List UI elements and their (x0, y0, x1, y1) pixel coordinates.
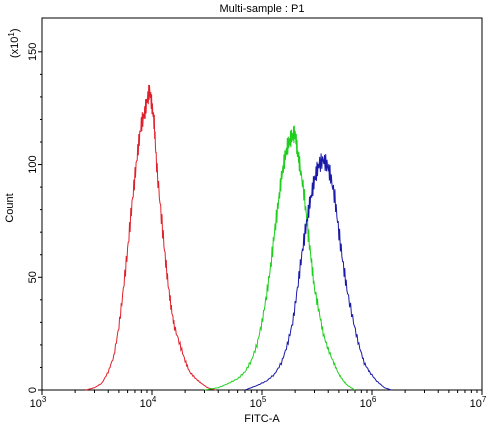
x-tick-exponent: 6 (372, 395, 377, 404)
series-layer (85, 84, 392, 391)
x-tick-label: 105 (250, 395, 267, 410)
series-line-3 (244, 153, 392, 391)
y-multiplier-exponent: 1 (7, 32, 16, 37)
y-multiplier-close: ) (9, 28, 21, 32)
x-axis-ticks: 103 104 105 106 107 (30, 390, 487, 410)
x-tick-base: 10 (140, 398, 152, 410)
x-tick-label: 103 (30, 395, 47, 410)
y-multiplier-base: (x10 (9, 37, 21, 58)
x-tick-exponent: 4 (152, 395, 157, 404)
x-tick-label: 104 (140, 395, 157, 410)
x-tick-label: 107 (470, 395, 487, 410)
x-tick-base: 10 (470, 398, 482, 410)
x-axis-label: FITC-A (244, 413, 280, 425)
y-tick-label: 0 (27, 387, 39, 393)
series-line-2 (204, 125, 356, 391)
y-tick-label: 150 (27, 43, 39, 61)
x-tick-base: 10 (250, 398, 262, 410)
x-tick-label: 106 (360, 395, 377, 410)
x-tick-exponent: 7 (482, 395, 487, 404)
x-tick-exponent: 5 (262, 395, 267, 404)
y-axis-ticks: 0 50 100 150 (27, 43, 42, 393)
x-tick-exponent: 3 (42, 395, 47, 404)
y-tick-label: 100 (27, 155, 39, 173)
plot-frame (41, 17, 483, 391)
chart-title: Multi-sample : P1 (220, 3, 305, 15)
x-tick-base: 10 (360, 398, 372, 410)
y-axis-multiplier-label: (x101) (7, 28, 21, 58)
series-line-1 (85, 84, 216, 391)
y-tick-label: 50 (27, 271, 39, 283)
y-axis-label: Count (4, 193, 16, 222)
x-tick-base: 10 (30, 398, 42, 410)
svg-text:(x101): (x101) (7, 28, 21, 58)
